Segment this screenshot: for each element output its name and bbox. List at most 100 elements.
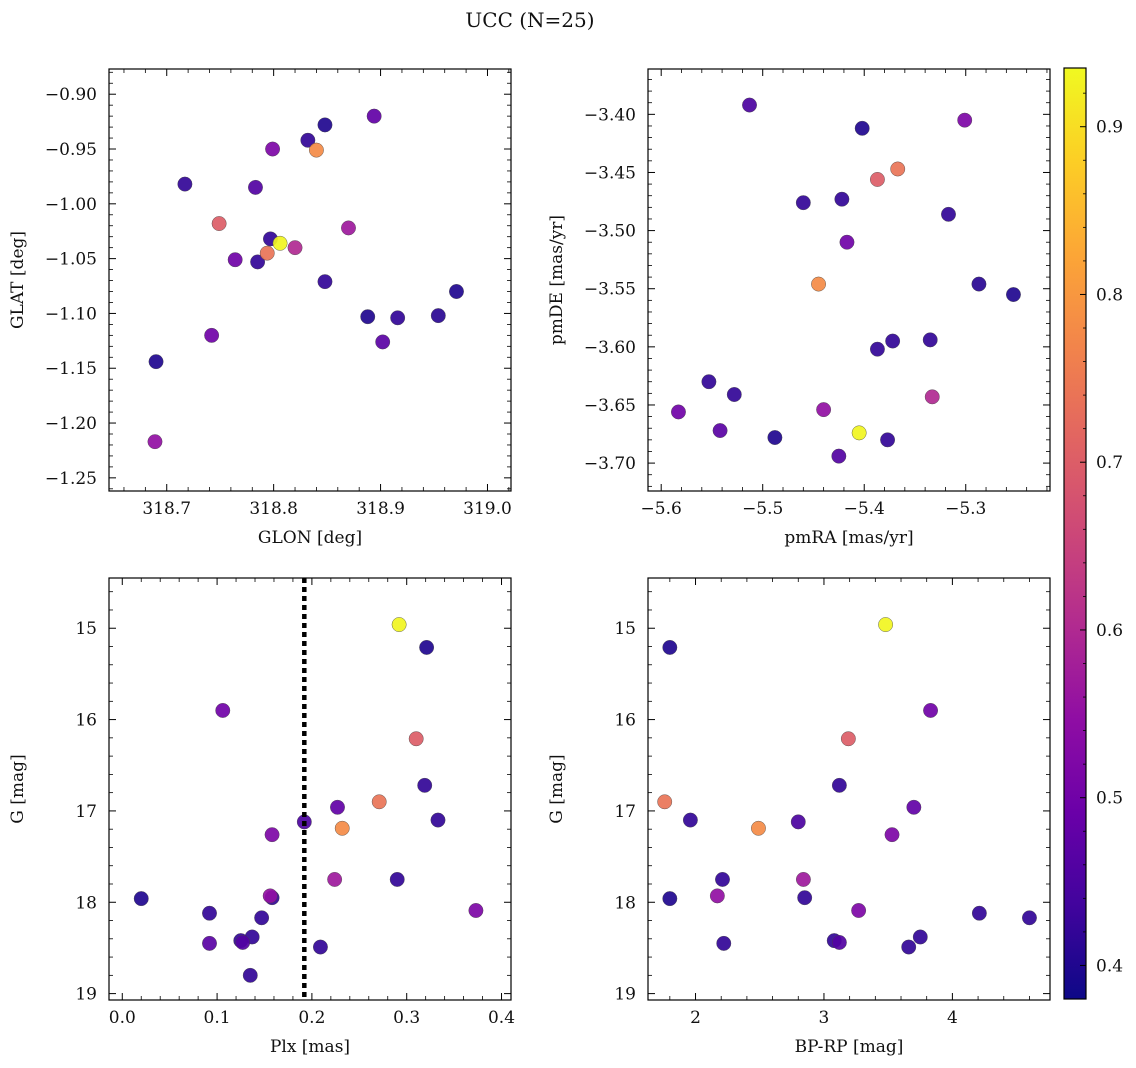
data-point (971, 905, 987, 921)
x-tick-label: 0.3 (393, 1008, 420, 1028)
data-point (235, 935, 251, 950)
data-point (924, 389, 940, 405)
panel-top-right: −5.6 −5.5 −5.4 −5.3 −3.40 −3.45 −3.50 −3.55 −3.6… (547, 68, 1051, 548)
y-tick-label: −3.65 (584, 396, 636, 416)
data-point (250, 254, 266, 270)
data-point (300, 132, 316, 148)
y-tick-label: −1.05 (45, 250, 97, 270)
y-tick-label: 16 (75, 711, 97, 731)
data-point (901, 939, 917, 955)
colorbar-tick-label: 0.9 (1096, 118, 1123, 138)
data-point (831, 448, 847, 464)
y-tick-label: −3.55 (584, 280, 636, 300)
data-point (662, 891, 678, 907)
data-point (309, 142, 324, 158)
data-point (831, 777, 847, 793)
data-point (878, 617, 894, 632)
data-point (657, 794, 673, 810)
y-tick-label: −3.45 (584, 163, 636, 183)
data-point (715, 872, 730, 887)
data-point (941, 206, 956, 222)
y-tick-label: 16 (614, 711, 636, 731)
data-point (890, 161, 906, 177)
data-point (751, 820, 766, 836)
x-tick-label: 0.4 (488, 1008, 515, 1028)
data-point (468, 903, 484, 918)
y-tick-label: 17 (614, 802, 636, 822)
x-axis-label: BP-RP [mag] (795, 1037, 904, 1057)
data-point (264, 827, 280, 843)
y-axis-label: G [mag] (547, 754, 567, 823)
y-tick-label: −0.95 (45, 140, 97, 160)
colorbar-tick-label: 0.5 (1096, 789, 1123, 809)
y-tick-label: −1.10 (45, 304, 97, 324)
data-point (317, 274, 333, 290)
x-axis-label: GLON [deg] (258, 528, 362, 548)
y-tick-label: −1.20 (45, 414, 97, 434)
y-tick-label: −1.15 (45, 359, 97, 379)
plot-frame (647, 68, 1051, 492)
data-point (248, 179, 263, 195)
data-point (265, 141, 280, 157)
data-point (885, 333, 901, 349)
x-tick-label: −5.6 (641, 499, 682, 519)
data-point (360, 309, 376, 325)
panel-bottom-left: 0.0 0.1 0.2 0.3 0.4 15 16 17 18 19 Plx [mas] G [mag… (8, 577, 515, 1057)
data-point (922, 332, 938, 348)
y-tick-label: −1.25 (45, 469, 97, 489)
data-point (375, 334, 391, 350)
data-point (834, 191, 850, 207)
data-point (371, 794, 387, 810)
data-point (389, 872, 405, 887)
data-point (313, 939, 328, 955)
data-point (742, 97, 757, 113)
data-point (391, 617, 407, 632)
data-point (254, 910, 270, 926)
colorbar-tick-label: 0.4 (1096, 956, 1123, 976)
data-point (880, 432, 895, 448)
y-axis-label: G [mag] (8, 754, 28, 823)
data-point (262, 888, 278, 904)
data-point (1022, 910, 1037, 926)
plot-frame (108, 577, 512, 1001)
data-point (227, 252, 243, 268)
colorbar-tick-label: 0.7 (1096, 453, 1123, 473)
data-point (334, 820, 350, 836)
y-axis-label: pmDE [mas/yr] (547, 215, 567, 345)
x-tick-label: 318.9 (356, 499, 405, 519)
data-point (204, 327, 220, 343)
data-point (816, 402, 832, 418)
data-point (671, 404, 686, 420)
data-point (242, 967, 258, 983)
data-point (797, 890, 813, 906)
data-point (215, 703, 231, 718)
data-point (790, 814, 806, 830)
panel-bottom-right: 2 3 4 15 16 17 18 19 BP-RP [mag] G [mag] (547, 577, 1051, 1057)
colorbar-bar (1063, 67, 1087, 1000)
data-point (854, 120, 870, 136)
y-tick-label: −3.50 (584, 222, 636, 242)
y-tick-label: 19 (75, 985, 97, 1005)
y-tick-label: 17 (75, 802, 97, 822)
y-tick-label: −3.40 (584, 105, 636, 125)
plot-frame (647, 577, 1051, 1001)
y-tick-label: 18 (75, 893, 97, 913)
data-point (912, 929, 928, 945)
data-point (662, 640, 678, 655)
data-point (148, 354, 164, 370)
colorbar-tick-label: 0.6 (1096, 621, 1123, 641)
data-point (1006, 287, 1021, 302)
plot-frame (108, 68, 512, 492)
x-tick-label: 2 (690, 1008, 701, 1028)
x-axis-label: Plx [mas] (270, 1037, 350, 1057)
x-tick-label: 0.1 (204, 1008, 231, 1028)
y-tick-label: −0.90 (45, 85, 97, 105)
data-point (317, 117, 333, 133)
x-tick-label: 318.7 (142, 499, 191, 519)
data-point (709, 888, 725, 904)
data-point (811, 276, 826, 292)
x-tick-label: −5.5 (742, 499, 783, 519)
y-tick-label: 15 (614, 619, 636, 639)
y-tick-label: 15 (75, 619, 97, 639)
